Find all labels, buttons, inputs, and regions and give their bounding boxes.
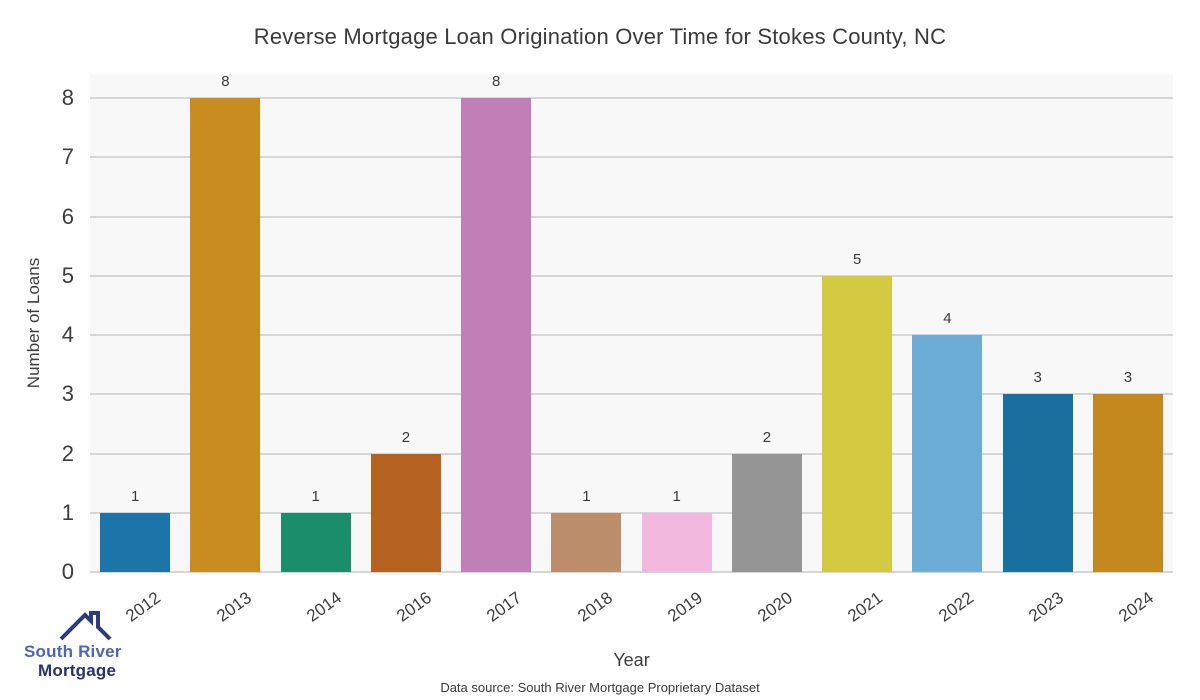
ytick-label-2: 2 <box>61 440 74 466</box>
x-axis-ticks: 2012 2013 2014 2016 2017 2018 2019 2020 2021 2022… <box>90 580 1173 642</box>
ytick-label-7: 7 <box>61 144 74 170</box>
bar-value-label-2021: 5 <box>852 250 862 268</box>
ytick-label-4: 4 <box>61 322 74 347</box>
bar-value-label-2014: 1 <box>311 487 320 505</box>
y-axis-ticks: 0 1 2 3 4 5 6 7 8 <box>0 74 90 584</box>
x-axis-title: Year <box>613 650 650 670</box>
bar-value-label-2024: 3 <box>1123 369 1133 387</box>
plot-area: 1 8 1 2 8 1 1 2 5 4 3 3 <box>90 73 1173 573</box>
bar-value-label-2012: 1 <box>130 487 140 505</box>
xtick-label-2013: 2013 <box>212 588 255 626</box>
xtick-label-2021: 2021 <box>844 588 887 626</box>
bar-2020 <box>731 453 802 572</box>
house-roof-icon <box>59 611 112 641</box>
ytick-label-3: 3 <box>61 381 74 407</box>
bar-2019 <box>641 512 712 572</box>
gridline-y4 <box>90 334 1173 336</box>
bar-value-label-2018: 1 <box>582 487 591 505</box>
xtick-label-2019: 2019 <box>664 588 706 626</box>
ytick-label-6: 6 <box>61 203 74 229</box>
bar-value-label-2013: 8 <box>221 73 230 90</box>
bar-2022 <box>912 335 983 572</box>
gridline-y2 <box>90 452 1173 455</box>
gridline-y1 <box>90 511 1173 514</box>
gridline-y7 <box>90 156 1173 159</box>
bar-value-label-2020: 2 <box>762 428 772 446</box>
gridline-y8 <box>90 97 1173 99</box>
bar-2017 <box>461 98 532 572</box>
xtick-label-2020: 2020 <box>754 588 797 626</box>
logo-text-line2: Mortgage <box>38 661 117 680</box>
gridline-y5 <box>90 274 1173 277</box>
xtick-label-2016: 2016 <box>393 588 436 626</box>
xtick-label-2024: 2024 <box>1115 588 1158 626</box>
ytick-label-1: 1 <box>61 499 74 525</box>
bar-2024 <box>1092 394 1163 572</box>
y-axis-title: Number of Loans <box>24 257 43 389</box>
ytick-label-0: 0 <box>61 559 74 584</box>
ytick-label-8: 8 <box>61 85 74 110</box>
chart-title: Reverse Mortgage Loan Origination Over T… <box>253 24 947 49</box>
xtick-label-2023: 2023 <box>1025 588 1067 626</box>
bar-2018 <box>551 512 622 572</box>
gridline-y3 <box>90 393 1173 396</box>
gridline-y6 <box>90 215 1173 218</box>
xtick-label-2017: 2017 <box>483 588 526 626</box>
data-source-note: Data source: South River Mortgage Propri… <box>440 680 760 695</box>
logo-text-line1: South River <box>24 642 122 661</box>
bar-2014 <box>280 512 351 572</box>
bar-2023 <box>1002 394 1073 572</box>
bar-value-label-2022: 4 <box>943 310 952 327</box>
xtick-label-2022: 2022 <box>934 588 977 626</box>
ytick-label-5: 5 <box>61 262 74 288</box>
xtick-label-2018: 2018 <box>573 588 616 626</box>
bar-value-label-2019: 1 <box>672 487 681 505</box>
xtick-label-2014: 2014 <box>303 588 345 626</box>
bar-2012 <box>100 512 171 572</box>
south-river-mortgage-logo: South River Mortgage <box>20 606 135 690</box>
bar-2021 <box>822 275 893 572</box>
bar-value-label-2017: 8 <box>491 73 501 90</box>
bar-2013 <box>190 98 261 572</box>
bar-value-label-2016: 2 <box>401 428 411 446</box>
bar-value-label-2023: 3 <box>1033 369 1042 387</box>
bar-2016 <box>370 453 441 572</box>
gridline-y0 <box>90 571 1173 573</box>
